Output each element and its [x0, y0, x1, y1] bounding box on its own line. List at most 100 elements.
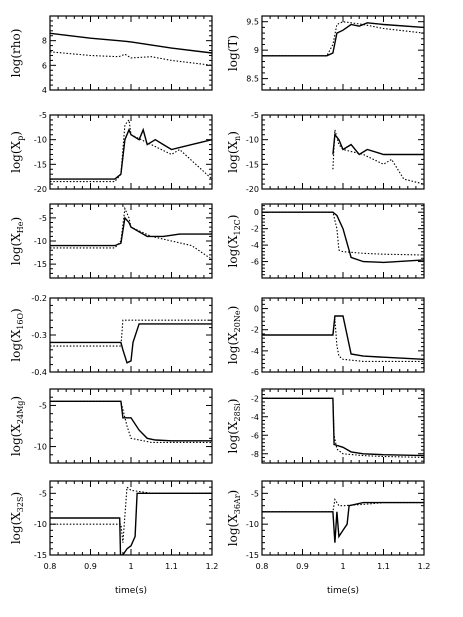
x-tick-label: 0.9: [84, 562, 97, 571]
y-axis-label: log(X12C): [226, 215, 242, 268]
panel-9: -10 -5 log(X24Mg): [9, 388, 213, 464]
y-tick-label: -10: [34, 520, 47, 529]
series-line-solid: [262, 211, 424, 264]
panel-7: -0.4 -0.3 -0.2 log(X16O): [9, 294, 213, 377]
series-line-solid: [262, 501, 424, 543]
y-axis-label-subscript: 12C: [233, 219, 242, 235]
y-tick-label: 9: [254, 46, 259, 55]
panel-12: -15 -10 -5 log(X36Ar) 0.8 0.9 1 1.1 1.2 time(s): [226, 480, 431, 596]
y-axis-label-subscript: n: [233, 136, 242, 141]
y-axis-label: log(Xn): [226, 131, 242, 173]
x-tick-label: 1: [340, 562, 345, 571]
x-axis-label: time(s): [327, 586, 359, 596]
series-line-dotted: [262, 211, 424, 256]
y-tick-label: 6: [42, 61, 47, 70]
series-line-solid: [262, 315, 424, 360]
x-tick-label: 1: [128, 562, 133, 571]
series-line-dotted: [332, 129, 424, 185]
plot-frame: [49, 203, 213, 279]
y-axis-label: log(X36Ar): [226, 490, 242, 546]
y-tick-label: -15: [34, 260, 47, 269]
y-tick-label: -20: [34, 185, 47, 194]
y-tick-label: -15: [34, 551, 47, 560]
y-axis-label-subscript: p: [16, 136, 25, 141]
y-tick-label: -10: [34, 136, 47, 145]
y-axis-label: log(X28Si): [226, 399, 242, 454]
y-axis-label-close: ): [226, 490, 240, 495]
x-tick-label: 1.1: [377, 562, 390, 571]
plot-frame: [261, 480, 425, 556]
y-axis-label-subscript: 28Si: [233, 403, 242, 422]
panel-5: -15 -10 -5 log(XHe): [9, 203, 213, 279]
y-tick-label: -0.3: [31, 331, 47, 340]
y-tick-label: 0: [254, 208, 259, 217]
y-tick-label: -4: [251, 347, 259, 356]
y-axis-label-subscript: 36Ar: [233, 494, 242, 514]
series-line-solid: [262, 22, 424, 57]
panel-2: 8.5 9 9.5 log(T): [226, 15, 425, 91]
series-line-solid: [50, 400, 212, 442]
series-line-solid: [50, 216, 212, 247]
y-tick-label: -10: [34, 443, 47, 452]
series-line-dotted: [50, 486, 212, 543]
panel-1: 4 6 8 log(rho): [9, 15, 213, 95]
y-tick-label: -20: [246, 185, 259, 194]
y-tick-label: -5: [251, 489, 259, 498]
y-tick-label: -2: [251, 394, 259, 403]
y-tick-label: 8.5: [246, 75, 259, 84]
y-axis-label: log(X24Mg): [9, 396, 25, 456]
y-tick-label: -5: [39, 401, 47, 410]
series-line-dotted: [262, 497, 424, 513]
x-tick-label: 0.8: [256, 562, 269, 571]
y-axis-label-close: ): [9, 131, 23, 136]
y-tick-label: -4: [251, 413, 259, 422]
series-line-dotted: [50, 206, 212, 260]
y-tick-label: -2: [251, 326, 259, 335]
y-tick-label: -10: [34, 237, 47, 246]
y-tick-label: 8: [42, 37, 47, 46]
y-axis-label: log(XHe): [9, 217, 25, 265]
y-axis-label: log(Xp): [9, 131, 25, 173]
y-axis-label-subscript: He: [16, 221, 25, 233]
series-line-dotted: [50, 51, 212, 66]
plot-frame: [261, 15, 425, 91]
plot-frame: [49, 15, 213, 91]
y-tick-label: -6: [251, 368, 259, 377]
y-tick-label: -6: [251, 258, 259, 267]
y-axis-label: log(X16O): [9, 308, 25, 361]
series-line-solid: [262, 397, 424, 457]
plot-frame: [49, 114, 213, 190]
y-tick-label: -0.4: [31, 368, 47, 377]
x-tick-label: 1.2: [418, 562, 431, 571]
series-line-solid: [50, 32, 212, 54]
x-tick-label: 1.1: [165, 562, 178, 571]
y-tick-label: -8: [251, 450, 259, 459]
y-tick-label: -5: [39, 214, 47, 223]
plot-frame: [261, 203, 425, 279]
panel-3: -20 -15 -10 -5 log(Xp): [9, 111, 213, 194]
y-tick-label: -10: [246, 136, 259, 145]
y-axis-label-close: ): [226, 399, 240, 404]
x-tick-label: 1.2: [206, 562, 219, 571]
y-tick-label: -10: [246, 520, 259, 529]
x-tick-label: 0.9: [296, 562, 309, 571]
x-axis-label: time(s): [115, 586, 147, 596]
series-line-solid: [50, 127, 212, 180]
y-axis-label: log(rho): [9, 29, 23, 78]
y-tick-label: -5: [251, 111, 259, 120]
series-line-solid: [50, 492, 212, 555]
plot-frame: [261, 114, 425, 190]
y-axis-label-close: ): [9, 492, 23, 497]
y-axis-label-close: ): [9, 308, 23, 313]
panel-8: -6 -4 -2 0 log(X20Ne): [226, 297, 425, 377]
series-line-dotted: [50, 400, 212, 443]
series-line-dotted: [262, 319, 424, 362]
series-line-dotted: [50, 118, 212, 183]
y-axis-label: log(X32S): [9, 492, 25, 544]
y-tick-label: -15: [246, 551, 259, 560]
y-axis-label-close: ): [226, 131, 240, 136]
y-tick-label: 9.5: [246, 18, 259, 27]
y-tick-label: -4: [251, 241, 259, 250]
y-axis-label-subscript: 32S: [16, 497, 25, 513]
